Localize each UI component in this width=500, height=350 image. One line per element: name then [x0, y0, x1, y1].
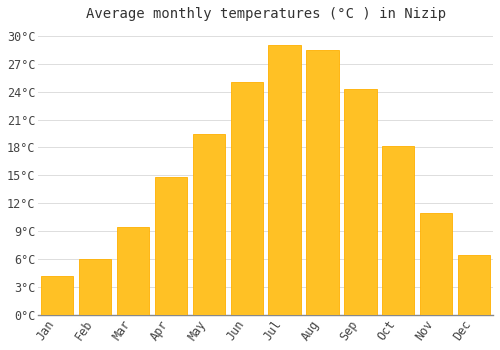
Bar [420, 213, 452, 315]
Bar [306, 50, 338, 315]
Bar [230, 82, 263, 315]
Bar [41, 276, 74, 315]
Bar [268, 45, 300, 315]
Bar [458, 255, 490, 315]
Bar [382, 146, 414, 315]
Bar [79, 259, 111, 315]
Bar [155, 177, 187, 315]
Bar [344, 89, 376, 315]
Title: Average monthly temperatures (°C ) in Nizip: Average monthly temperatures (°C ) in Ni… [86, 7, 446, 21]
Bar [192, 133, 225, 315]
Bar [117, 227, 149, 315]
